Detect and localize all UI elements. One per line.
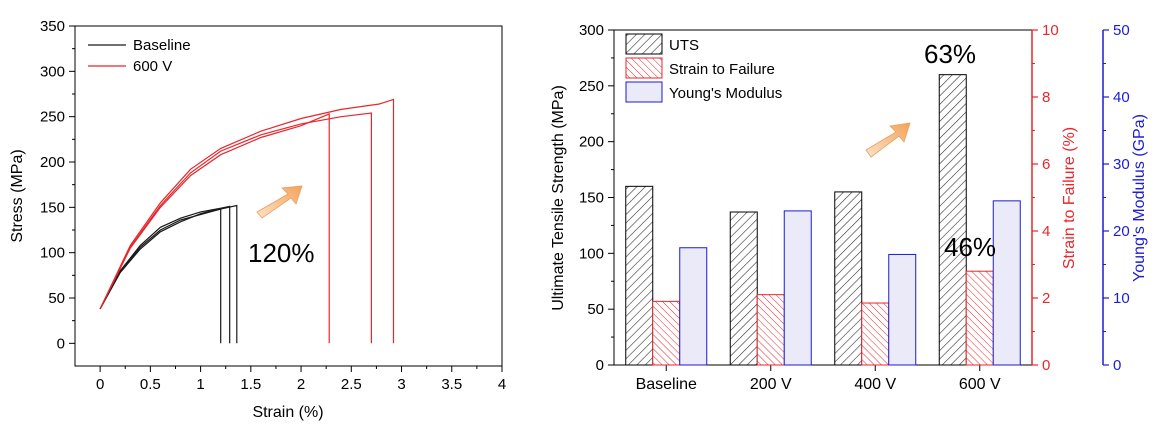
legend-label-600v: 600 V: [133, 58, 172, 75]
legend-right: UTS Strain to Failure Young's Modulus: [625, 33, 782, 103]
y-tick-label: 50: [48, 290, 65, 307]
bar-strain: [756, 294, 785, 366]
y-tick-label: 350: [40, 18, 65, 35]
bar-layer: [625, 74, 1021, 366]
legend-label-baseline: Baseline: [133, 37, 191, 54]
category-label: Baseline: [636, 376, 697, 393]
category-label: 400 V: [854, 376, 896, 393]
x-tick-label: 1: [196, 376, 204, 393]
bar-strain: [965, 270, 994, 366]
bar-uts: [729, 211, 758, 366]
x-tick-label: 1.5: [240, 376, 261, 393]
category-label: 600 V: [959, 376, 1001, 393]
y-tick-label: 0: [57, 335, 65, 352]
series-line-600v-4: [99, 112, 372, 344]
tick-layer-right: 050100150200250300024681001020304050Base…: [579, 22, 1130, 393]
legend: Baseline 600 V: [88, 37, 191, 75]
y-tick-label-modulus: 10: [1113, 290, 1130, 307]
tick-layer: 0 0.5 1 1.5 2 2.5 3 3.5 4 0 50 100 150 200 250 300 350: [40, 18, 506, 393]
bar-modulus: [992, 200, 1021, 366]
bar-modulus: [679, 247, 708, 366]
legend-label-strain: Strain to Failure: [669, 61, 775, 78]
stress-strain-chart: 0 0.5 1 1.5 2 2.5 3 3.5 4 0 50 100 150 200 250 300 350 S…: [9, 18, 506, 421]
increase-arrow-icon-right: [865, 122, 911, 158]
y-tick-label-left: 50: [587, 301, 604, 318]
x-tick-label: 3: [397, 376, 405, 393]
bar-strain: [861, 302, 890, 366]
y-tick-label-left: 200: [579, 134, 604, 151]
y-tick-label-left: 250: [579, 78, 604, 95]
y-tick-label: 250: [40, 109, 65, 126]
x-axis-label: Strain (%): [252, 404, 323, 421]
plot-frame: [74, 25, 503, 367]
annotation-46-percent: 46%: [944, 232, 996, 262]
y-tick-label-left: 150: [579, 190, 604, 207]
mechanical-properties-chart: 050100150200250300024681001020304050Base…: [550, 22, 1148, 393]
y-tick-label-left: 100: [579, 245, 604, 262]
legend-swatch-strain: [625, 57, 663, 79]
y-tick-label-strain: 10: [1042, 22, 1059, 39]
x-tick-label: 0: [96, 376, 104, 393]
series-line-600v-3: [99, 112, 330, 344]
series-line-baseline-2: [99, 204, 238, 344]
y-tick-label-modulus: 0: [1113, 357, 1121, 374]
legend-label-modulus: Young's Modulus: [669, 85, 782, 102]
x-tick-label: 3.5: [441, 376, 462, 393]
x-tick-label: 2.5: [341, 376, 362, 393]
bar-modulus: [783, 210, 812, 366]
series-line-baseline-1: [99, 205, 231, 344]
bar-uts: [834, 191, 863, 366]
y-axis-label-strain: Strain to Failure (%): [1061, 127, 1078, 269]
bar-strain: [652, 300, 681, 366]
category-label: 200 V: [750, 376, 792, 393]
legend-swatch-uts: [625, 33, 663, 55]
y-tick-label-strain: 2: [1042, 290, 1050, 307]
y-tick-label-strain: 6: [1042, 156, 1050, 173]
y-axis-label-modulus: Young's Modulus (GPa): [1131, 114, 1148, 282]
y-tick-label: 200: [40, 154, 65, 171]
y-tick-label-modulus: 20: [1113, 223, 1130, 240]
bar-modulus: [888, 253, 917, 366]
y-axis-label-uts: Ultimate Tensile Strength (MPa): [550, 85, 567, 311]
y-tick-label: 300: [40, 63, 65, 80]
bar-uts: [625, 185, 654, 366]
y-tick-label-modulus: 50: [1113, 22, 1130, 39]
increase-arrow-icon: [256, 185, 303, 219]
y-tick-label-modulus: 40: [1113, 89, 1130, 106]
series-line-600v-5: [99, 98, 395, 344]
series-layer: [99, 98, 395, 344]
y-tick-label-modulus: 30: [1113, 156, 1130, 173]
annotation-63-percent: 63%: [924, 39, 976, 69]
annotation-120-percent: 120%: [248, 238, 315, 268]
y-tick-label-strain: 8: [1042, 89, 1050, 106]
y-axis-label: Stress (MPa): [9, 149, 26, 242]
x-tick-label: 2: [297, 376, 305, 393]
y-tick-label-strain: 0: [1042, 357, 1050, 374]
y-tick-label-strain: 4: [1042, 223, 1050, 240]
y-tick-label-left: 300: [579, 22, 604, 39]
legend-swatch-modulus: [625, 81, 663, 103]
legend-label-uts: UTS: [669, 37, 699, 54]
y-tick-label: 150: [40, 199, 65, 216]
y-tick-label: 100: [40, 245, 65, 262]
y-tick-label-left: 0: [596, 357, 604, 374]
x-tick-label: 0.5: [140, 376, 161, 393]
x-tick-label: 4: [498, 376, 506, 393]
bar-uts: [938, 74, 967, 366]
